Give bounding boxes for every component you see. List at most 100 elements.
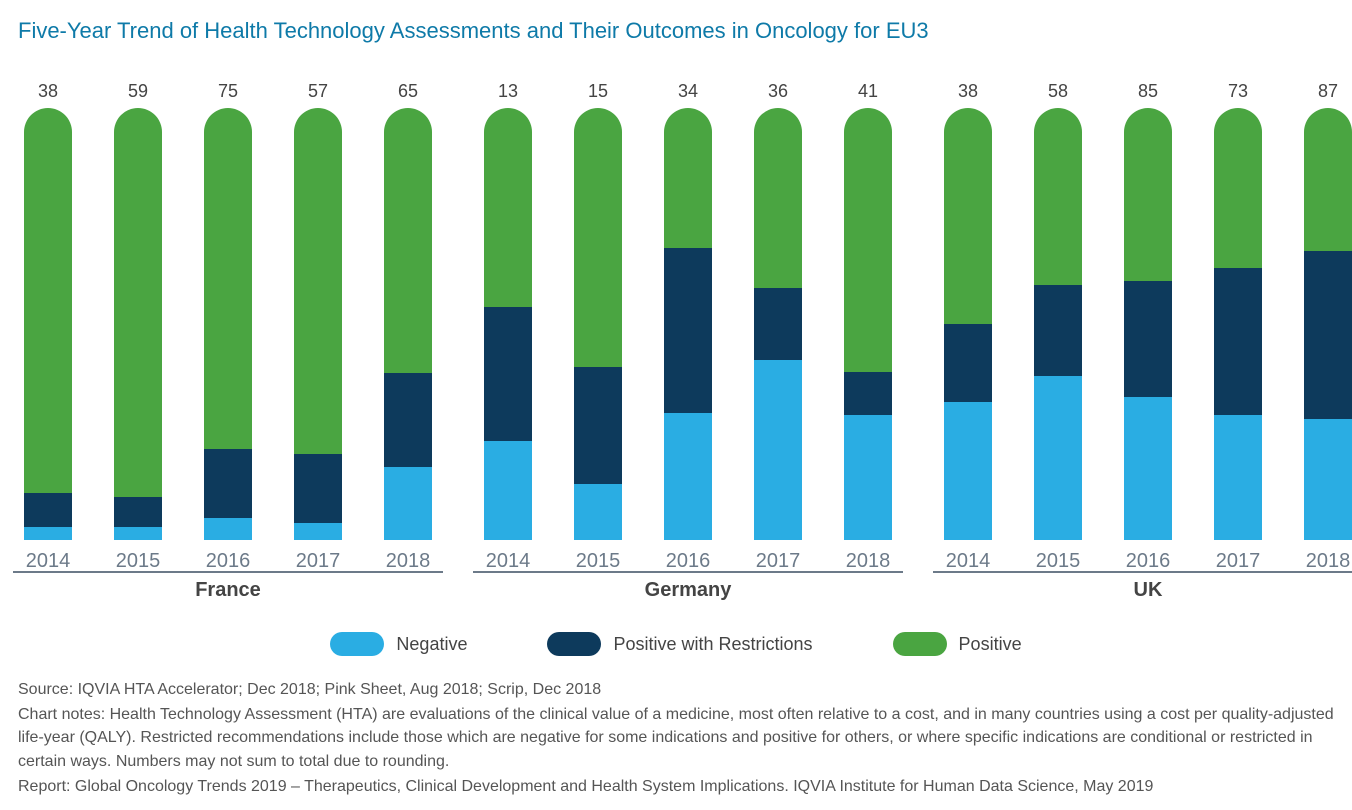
bar-total-label: 36 [768, 72, 788, 102]
segment-restricted: 10% [844, 372, 892, 415]
stacked-bar: 42%17%42% [754, 108, 802, 540]
bar-total-label: 65 [398, 72, 418, 102]
stacked-bar: 62%22%17% [384, 108, 432, 540]
segment-positive: 33% [1304, 108, 1352, 251]
stacked-bar: 32%38%29% [664, 108, 712, 540]
bar-total-label: 75 [218, 72, 238, 102]
year-label: 2018 [386, 550, 431, 573]
year-label: 2014 [26, 550, 71, 573]
segment-positive: 32% [664, 108, 712, 248]
legend-label: Positive [959, 634, 1022, 655]
bar-column: 85 40%27%33% 2016 [1118, 72, 1178, 573]
year-label: 2014 [946, 550, 991, 573]
bars-wrap: 3889%8%3%20145990%7%3%20157579%16%5%2016… [18, 72, 438, 573]
stacked-bar: 33%39%28% [1304, 108, 1352, 540]
year-label: 2014 [486, 550, 531, 573]
segment-positive: 61% [844, 108, 892, 372]
legend: Negative Positive with Restrictions Positi… [18, 632, 1334, 656]
bar-total-label: 87 [1318, 72, 1338, 102]
bar-column: 5990%7%3%2015 [108, 72, 168, 573]
segment-restricted: 27% [1124, 281, 1172, 398]
year-label: 2017 [296, 550, 341, 573]
footnote-source: Source: IQVIA HTA Accelerator; Dec 2018;… [18, 678, 1334, 701]
chart-title: Five-Year Trend of Health Technology Ass… [18, 18, 1334, 44]
panel-germany: 1346%31%23%20141560%27%13%20153432%38%29… [478, 72, 898, 602]
legend-label: Negative [396, 634, 467, 655]
year-label: 2016 [666, 550, 711, 573]
legend-swatch [330, 632, 384, 656]
segment-restricted: 16% [204, 449, 252, 518]
year-label: 2015 [1036, 550, 1081, 573]
axis-baseline [933, 571, 1352, 573]
segment-negative: 42% [754, 360, 802, 540]
segment-positive: 81% [294, 108, 342, 454]
segment-positive: 62% [384, 108, 432, 373]
segment-positive: 37% [1214, 108, 1262, 268]
year-label: 2015 [576, 550, 621, 573]
segment-restricted: 7% [114, 497, 162, 527]
year-label: 2016 [1126, 550, 1171, 573]
segment-positive: 89% [24, 108, 72, 492]
segment-positive: 90% [114, 108, 162, 497]
stacked-bar: 37%34%29% [1214, 108, 1262, 540]
stacked-bar: 50%18%32% [944, 108, 992, 540]
bar-total-label: 34 [678, 72, 698, 102]
segment-negative: 3% [24, 527, 72, 540]
bar-column: 65 62%22%17% 2018 [378, 72, 438, 573]
bar-column: 3889%8%3%2014 [18, 72, 78, 573]
bar-column: 41 61%10%29% 2018 [838, 72, 898, 573]
segment-positive: 79% [204, 108, 252, 449]
segment-restricted: 34% [1214, 268, 1262, 415]
footnote-notes: Chart notes: Health Technology Assessmen… [18, 703, 1334, 773]
segment-restricted: 31% [484, 307, 532, 441]
segment-negative: 38% [1034, 376, 1082, 540]
segment-negative: 32% [944, 402, 992, 540]
bar-column: 34 32%38%29% 2016 [658, 72, 718, 573]
bar-column: 1560%27%13%2015 [568, 72, 628, 573]
stacked-bar: 90%7%3% [114, 108, 162, 540]
footnotes: Source: IQVIA HTA Accelerator; Dec 2018;… [18, 678, 1334, 798]
segment-restricted: 22% [384, 373, 432, 467]
bar-total-label: 41 [858, 72, 878, 102]
bar-column: 8733%39%28%2018 [1298, 72, 1352, 573]
legend-swatch [547, 632, 601, 656]
segment-negative: 29% [1214, 415, 1262, 540]
country-label: France [195, 579, 261, 602]
year-label: 2017 [1216, 550, 1261, 573]
stacked-bar: 61%10%29% [844, 108, 892, 540]
axis-baseline [13, 571, 443, 573]
segment-negative: 29% [664, 413, 712, 540]
segment-negative: 3% [114, 527, 162, 540]
stacked-bar: 40%27%33% [1124, 108, 1172, 540]
legend-item-restricted: Positive with Restrictions [547, 632, 812, 656]
legend-swatch [893, 632, 947, 656]
panel-uk: 3850%18%32%20145841%21%38%20158540%27%33… [938, 72, 1352, 602]
bar-column: 13 46%31%23% 2014 [478, 72, 538, 573]
bar-column: 3642%17%42%2017 [748, 72, 808, 573]
bars-wrap: 3850%18%32%20145841%21%38%20158540%27%33… [938, 72, 1352, 573]
segment-positive: 46% [484, 108, 532, 307]
segment-positive: 42% [754, 108, 802, 288]
footnote-report: Report: Global Oncology Trends 2019 – Th… [18, 775, 1334, 798]
segment-restricted: 18% [944, 324, 992, 402]
segment-negative: 5% [204, 518, 252, 540]
bars-wrap: 1346%31%23%20141560%27%13%20153432%38%29… [478, 72, 898, 573]
bar-total-label: 13 [498, 72, 518, 102]
year-label: 2018 [846, 550, 891, 573]
stacked-bar: 79%16%5% [204, 108, 252, 540]
segment-negative: 23% [484, 441, 532, 540]
segment-negative: 17% [384, 467, 432, 540]
bar-column: 5841%21%38%2015 [1028, 72, 1088, 573]
legend-label: Positive with Restrictions [613, 634, 812, 655]
segment-negative: 4% [294, 523, 342, 540]
stacked-bar: 41%21%38% [1034, 108, 1082, 540]
bar-total-label: 85 [1138, 72, 1158, 102]
segment-restricted: 16% [294, 454, 342, 522]
bar-column: 5781%16%4%2017 [288, 72, 348, 573]
segment-restricted: 17% [754, 288, 802, 361]
legend-item-positive: Positive [893, 632, 1022, 656]
stacked-bar: 60%27%13% [574, 108, 622, 540]
stacked-bar: 46%31%23% [484, 108, 532, 540]
segment-positive: 41% [1034, 108, 1082, 285]
segment-positive: 50% [944, 108, 992, 324]
